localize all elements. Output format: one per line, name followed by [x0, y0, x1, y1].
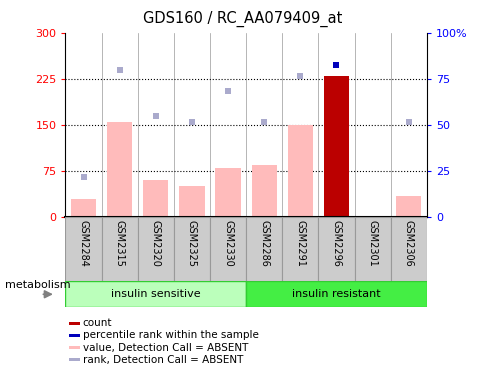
Text: GSM2320: GSM2320 [151, 220, 161, 267]
Text: GSM2286: GSM2286 [258, 220, 269, 267]
Bar [354, 217, 390, 281]
Bar [65, 217, 102, 281]
Bar [69, 334, 80, 337]
Text: insulin resistant: insulin resistant [291, 289, 380, 299]
Text: value, Detection Call = ABSENT: value, Detection Call = ABSENT [83, 343, 248, 353]
Text: rank, Detection Call = ABSENT: rank, Detection Call = ABSENT [83, 355, 242, 365]
Text: GSM2330: GSM2330 [223, 220, 233, 267]
Text: GSM2296: GSM2296 [331, 220, 341, 267]
Bar [107, 122, 132, 217]
Bar [245, 217, 282, 281]
Bar [69, 346, 80, 349]
Text: GSM2325: GSM2325 [186, 220, 197, 267]
Text: GSM2284: GSM2284 [78, 220, 89, 267]
Bar [251, 165, 276, 217]
Bar [173, 217, 210, 281]
Bar [71, 199, 96, 217]
Text: GSM2291: GSM2291 [295, 220, 305, 267]
Bar [69, 358, 80, 361]
Bar [318, 217, 354, 281]
Bar [102, 217, 137, 281]
Bar [179, 186, 204, 217]
Text: GSM2306: GSM2306 [403, 220, 413, 267]
Bar [395, 195, 421, 217]
Text: count: count [83, 318, 112, 328]
Bar [215, 168, 240, 217]
Text: GDS160 / RC_AA079409_at: GDS160 / RC_AA079409_at [142, 11, 342, 27]
Text: GSM2315: GSM2315 [114, 220, 124, 267]
Bar [323, 76, 348, 217]
Bar [245, 281, 426, 307]
Text: GSM2301: GSM2301 [367, 220, 377, 267]
Bar [210, 217, 245, 281]
Text: percentile rank within the sample: percentile rank within the sample [83, 330, 258, 340]
Bar [65, 281, 245, 307]
Bar [390, 217, 426, 281]
Bar [69, 322, 80, 325]
Text: metabolism: metabolism [5, 280, 70, 290]
Bar [143, 180, 168, 217]
Bar [137, 217, 173, 281]
Text: insulin sensitive: insulin sensitive [111, 289, 200, 299]
Bar [282, 217, 318, 281]
Bar [287, 125, 312, 217]
